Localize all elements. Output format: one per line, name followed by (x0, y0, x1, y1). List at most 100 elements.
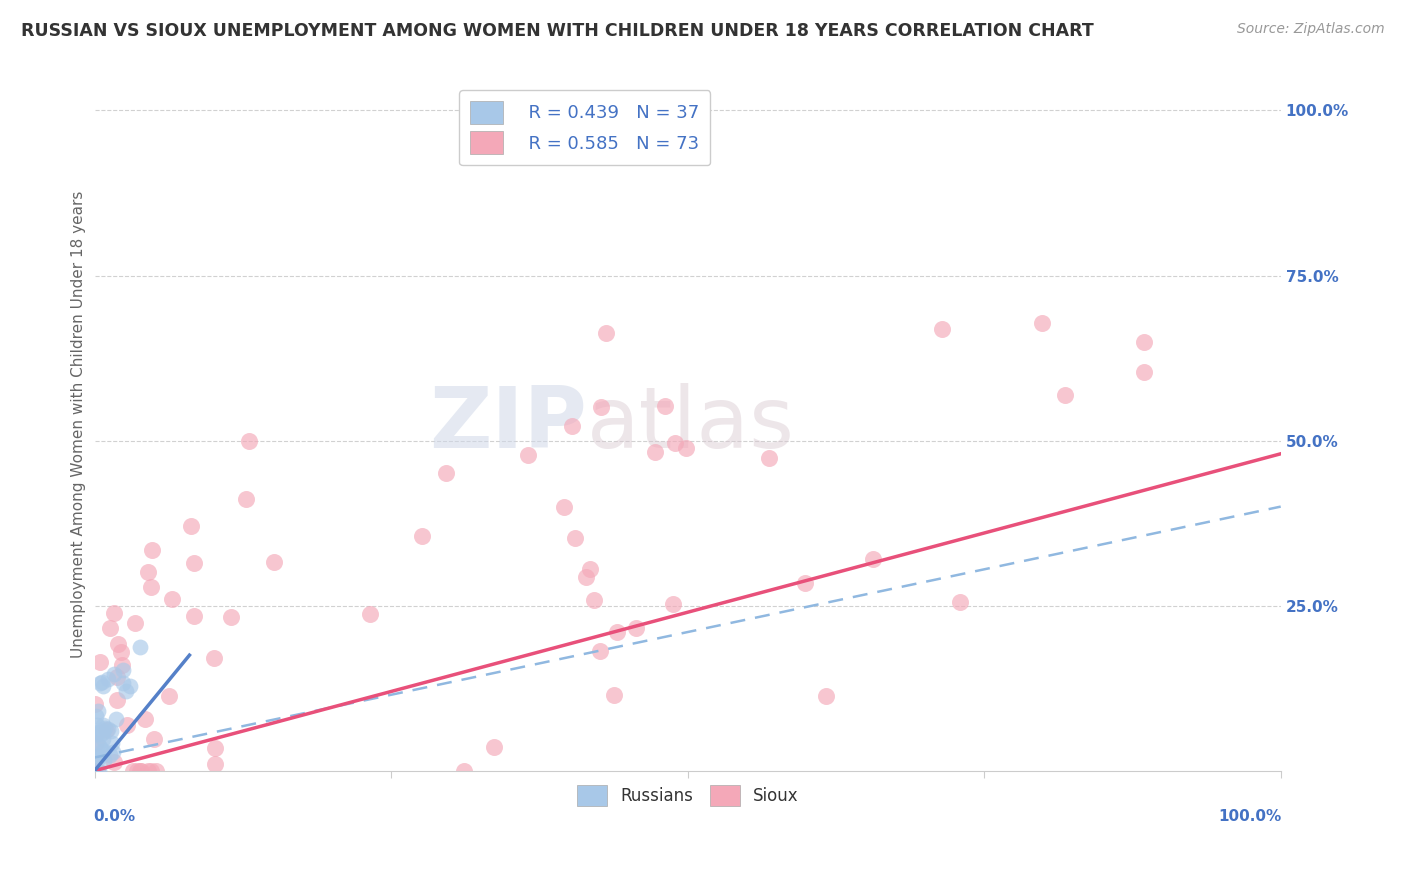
Text: RUSSIAN VS SIOUX UNEMPLOYMENT AMONG WOMEN WITH CHILDREN UNDER 18 YEARS CORRELATI: RUSSIAN VS SIOUX UNEMPLOYMENT AMONG WOME… (21, 22, 1094, 40)
Point (84, 736, 107, 750)
Y-axis label: Unemployment Among Women with Children Under 18 years: Unemployment Among Women with Children U… (72, 190, 86, 657)
Legend: Russians, Sioux: Russians, Sioux (568, 776, 807, 814)
Point (162, 591, 184, 606)
Point (98, 621, 121, 635)
Point (624, 621, 647, 635)
Point (84, 749, 107, 764)
Point (93, 753, 115, 767)
Point (588, 644, 610, 658)
Point (1133, 335, 1156, 350)
Point (89, 656, 111, 670)
Point (129, 764, 152, 778)
Point (235, 491, 257, 506)
Point (1053, 388, 1076, 402)
Point (141, 764, 163, 778)
Text: 100.0%: 100.0% (1219, 809, 1282, 824)
Point (94, 721, 117, 735)
Point (94, 723, 117, 737)
Point (136, 565, 159, 579)
Point (134, 712, 156, 726)
Point (949, 595, 972, 609)
Point (86, 764, 108, 778)
Point (482, 740, 505, 755)
Point (103, 666, 125, 681)
Text: ZIP: ZIP (429, 383, 586, 466)
Point (141, 581, 163, 595)
Point (128, 640, 150, 654)
Point (606, 624, 628, 639)
Point (91, 723, 114, 738)
Point (91, 744, 114, 758)
Point (91, 717, 114, 731)
Point (127, 764, 149, 778)
Point (219, 610, 242, 624)
Point (815, 689, 838, 703)
Point (97, 672, 120, 686)
Point (434, 467, 457, 481)
Point (238, 434, 260, 448)
Point (595, 326, 617, 341)
Point (1133, 365, 1156, 379)
Point (662, 598, 685, 612)
Point (141, 543, 163, 558)
Point (93, 744, 115, 758)
Point (86, 718, 108, 732)
Point (97, 722, 120, 736)
Point (103, 606, 125, 620)
Point (204, 756, 226, 771)
Point (91, 680, 114, 694)
Point (105, 712, 128, 726)
Point (111, 658, 134, 673)
Point (1031, 316, 1053, 330)
Point (86, 704, 108, 718)
Point (664, 436, 686, 450)
Point (110, 645, 132, 659)
Point (84, 727, 107, 741)
Point (115, 718, 138, 732)
Point (90, 726, 112, 740)
Point (120, 680, 142, 694)
Point (83, 724, 105, 739)
Point (654, 399, 676, 413)
Point (180, 519, 202, 533)
Point (87, 764, 110, 778)
Point (101, 735, 124, 749)
Point (103, 755, 125, 769)
Point (183, 556, 205, 570)
Point (128, 764, 150, 778)
Point (263, 555, 285, 569)
Point (86, 764, 108, 778)
Text: Source: ZipAtlas.com: Source: ZipAtlas.com (1237, 22, 1385, 37)
Point (100, 723, 122, 738)
Point (84, 764, 107, 778)
Point (204, 740, 226, 755)
Point (561, 419, 583, 434)
Point (83, 698, 105, 712)
Point (90, 675, 112, 690)
Point (675, 441, 697, 455)
Text: 0.0%: 0.0% (93, 809, 135, 824)
Point (121, 764, 143, 778)
Point (87, 737, 110, 751)
Point (574, 570, 596, 584)
Point (157, 689, 180, 703)
Point (583, 593, 606, 607)
Point (758, 450, 780, 465)
Point (86, 749, 108, 764)
Point (453, 764, 475, 778)
Point (589, 400, 612, 414)
Point (516, 449, 538, 463)
Point (931, 322, 953, 336)
Point (359, 607, 381, 621)
Point (112, 675, 135, 690)
Point (145, 764, 167, 778)
Point (579, 562, 602, 576)
Point (107, 637, 129, 651)
Point (101, 746, 124, 760)
Point (105, 693, 128, 707)
Point (91, 732, 114, 747)
Point (603, 689, 626, 703)
Point (183, 609, 205, 624)
Point (84, 709, 107, 723)
Point (564, 531, 586, 545)
